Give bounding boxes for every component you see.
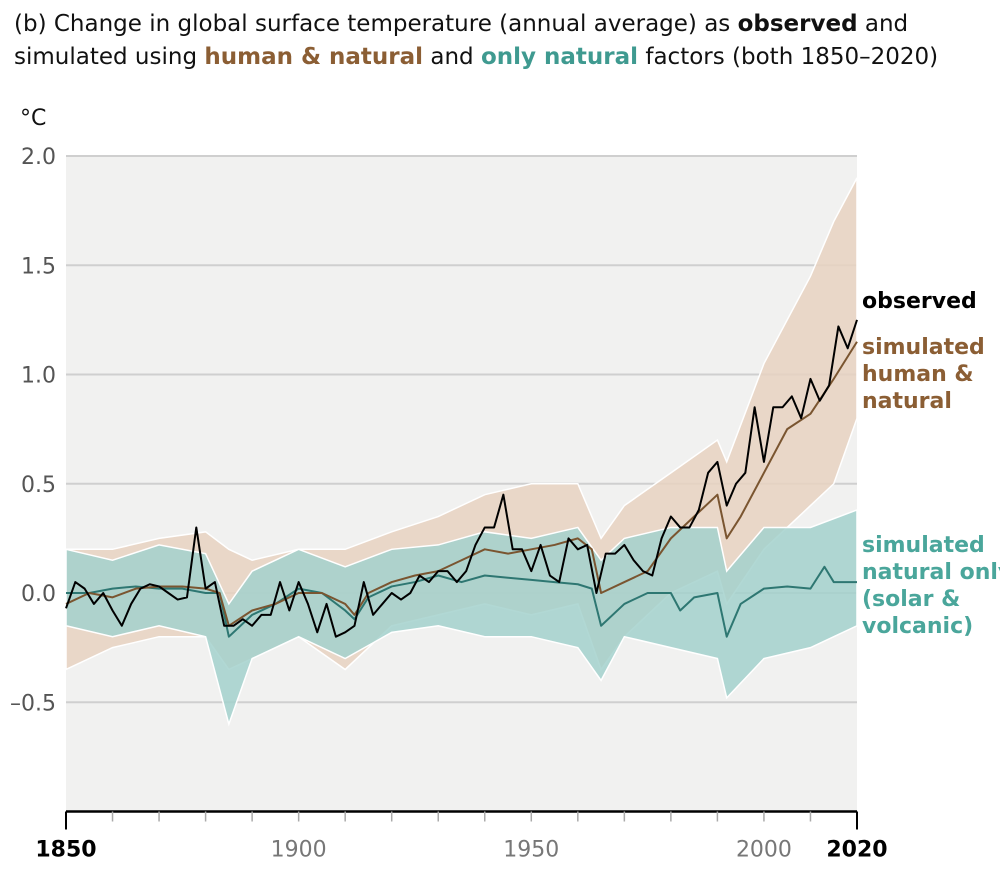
x-tick-label: 1900 (271, 838, 327, 863)
natural-only-label: simulated (862, 533, 985, 558)
human-natural-line (65, 341, 858, 627)
title-text: and (423, 44, 481, 70)
title-only-natural: only natural (480, 44, 639, 70)
observed-label: observed (862, 289, 977, 314)
title-text: factors (both 1850–2020) (638, 44, 939, 70)
title-text: (b) Change in global surface temperature… (14, 11, 738, 37)
y-axis-unit: °C (20, 106, 46, 131)
chart-title: (b) Change in global surface temperature… (14, 8, 994, 74)
y-tick-label: 2.0 (21, 145, 56, 170)
x-tick-label: 2000 (736, 838, 792, 863)
y-tick-label: 1.0 (21, 364, 56, 389)
title-text: and simulated using (14, 11, 909, 70)
human-natural-label: simulated (862, 335, 985, 360)
y-tick-label: 0.0 (21, 582, 56, 607)
y-tick-label: 0.5 (21, 473, 56, 498)
title-observed: observed (737, 11, 858, 37)
natural-only-label: natural only (862, 560, 1000, 585)
natural-only-label: (solar & (862, 587, 960, 612)
x-tick-label: 1850 (35, 838, 96, 863)
natural-only-label: volcanic) (862, 614, 973, 639)
observed-line (65, 319, 858, 638)
title-human-natural: human & natural (204, 44, 424, 70)
y-tick-label: 1.5 (21, 254, 56, 279)
human-natural-label: human & (862, 362, 974, 387)
natural-only-line (66, 565, 857, 638)
x-tick-label: 1950 (503, 838, 559, 863)
x-tick-label: 2020 (826, 838, 887, 863)
natural-range-band (65, 508, 858, 727)
human-natural-label: natural (862, 389, 952, 414)
y-tick-label: –0.5 (10, 691, 56, 716)
